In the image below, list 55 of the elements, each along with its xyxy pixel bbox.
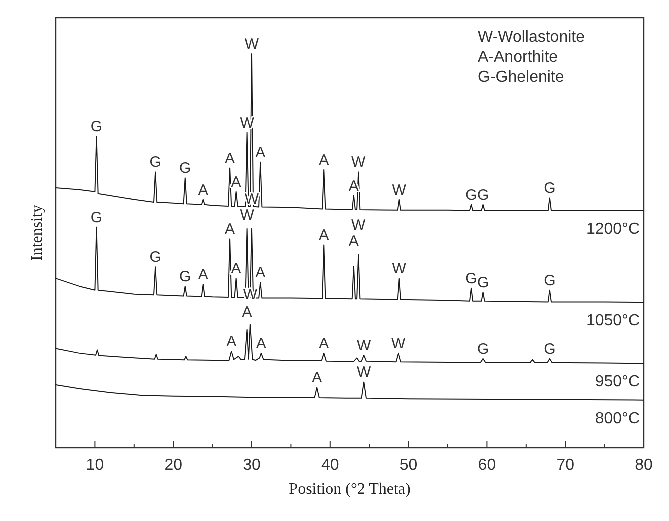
annotation: G (90, 118, 103, 136)
annotation: G (544, 180, 556, 198)
annotation: G (466, 186, 478, 204)
annotation: A (225, 150, 236, 168)
x-tick-label: 10 (86, 457, 104, 474)
annotation: W (392, 335, 407, 352)
text: W-Wollastonite (478, 29, 586, 46)
series-label: 1200°C (586, 220, 640, 238)
annotation: G (477, 340, 490, 358)
annotation: G (466, 270, 478, 288)
annotation: A (231, 174, 242, 191)
annotation: A (256, 264, 266, 282)
annotation: A (319, 227, 330, 244)
annotation: W (352, 154, 367, 172)
annotation: A (198, 266, 208, 284)
annotation: G (180, 160, 192, 178)
annotation: A (256, 144, 266, 162)
x-tick-label: 30 (243, 457, 261, 474)
x-tick-label: 40 (322, 457, 340, 474)
x-axis-title: Position (°2 Theta) (289, 481, 411, 498)
series-label: 1050°C (586, 312, 640, 330)
annotation: A (348, 232, 359, 250)
annotation: G (544, 272, 556, 290)
annotation: G (150, 249, 162, 266)
annotation: G (477, 274, 490, 292)
x-tick-label: 50 (400, 457, 418, 474)
annotation: A-Anorthite (478, 49, 558, 66)
annotation: A (256, 335, 266, 352)
annotation: G (544, 340, 556, 358)
annotation: W (392, 182, 408, 199)
annotation: G-Ghelenite (478, 69, 564, 86)
annotation: G (477, 186, 490, 204)
annotation: A (319, 152, 330, 169)
annotation: A (312, 370, 322, 387)
annotation: G (180, 268, 192, 286)
annotation: W (240, 206, 256, 224)
annotation: G (150, 154, 162, 172)
x-tick-label: 80 (635, 457, 653, 474)
y-axis-title: Intensity (29, 205, 46, 261)
series-label: 950°C (595, 374, 640, 391)
annotation: W (244, 36, 260, 53)
annotation: W (352, 216, 367, 234)
annotation: A (198, 182, 208, 199)
annotation: A (226, 333, 237, 350)
annotation: A (242, 304, 252, 321)
annotation: G (90, 209, 103, 226)
annotation: W (357, 364, 372, 382)
series-label: 800°C (595, 410, 640, 428)
x-tick-label: 60 (478, 457, 496, 474)
x-tick-label: 20 (164, 457, 183, 474)
annotation: A (319, 335, 330, 352)
annotation: W (392, 260, 408, 278)
annotation: W (357, 337, 372, 354)
x-tick-label: 70 (556, 457, 575, 474)
annotation: A (225, 221, 236, 238)
